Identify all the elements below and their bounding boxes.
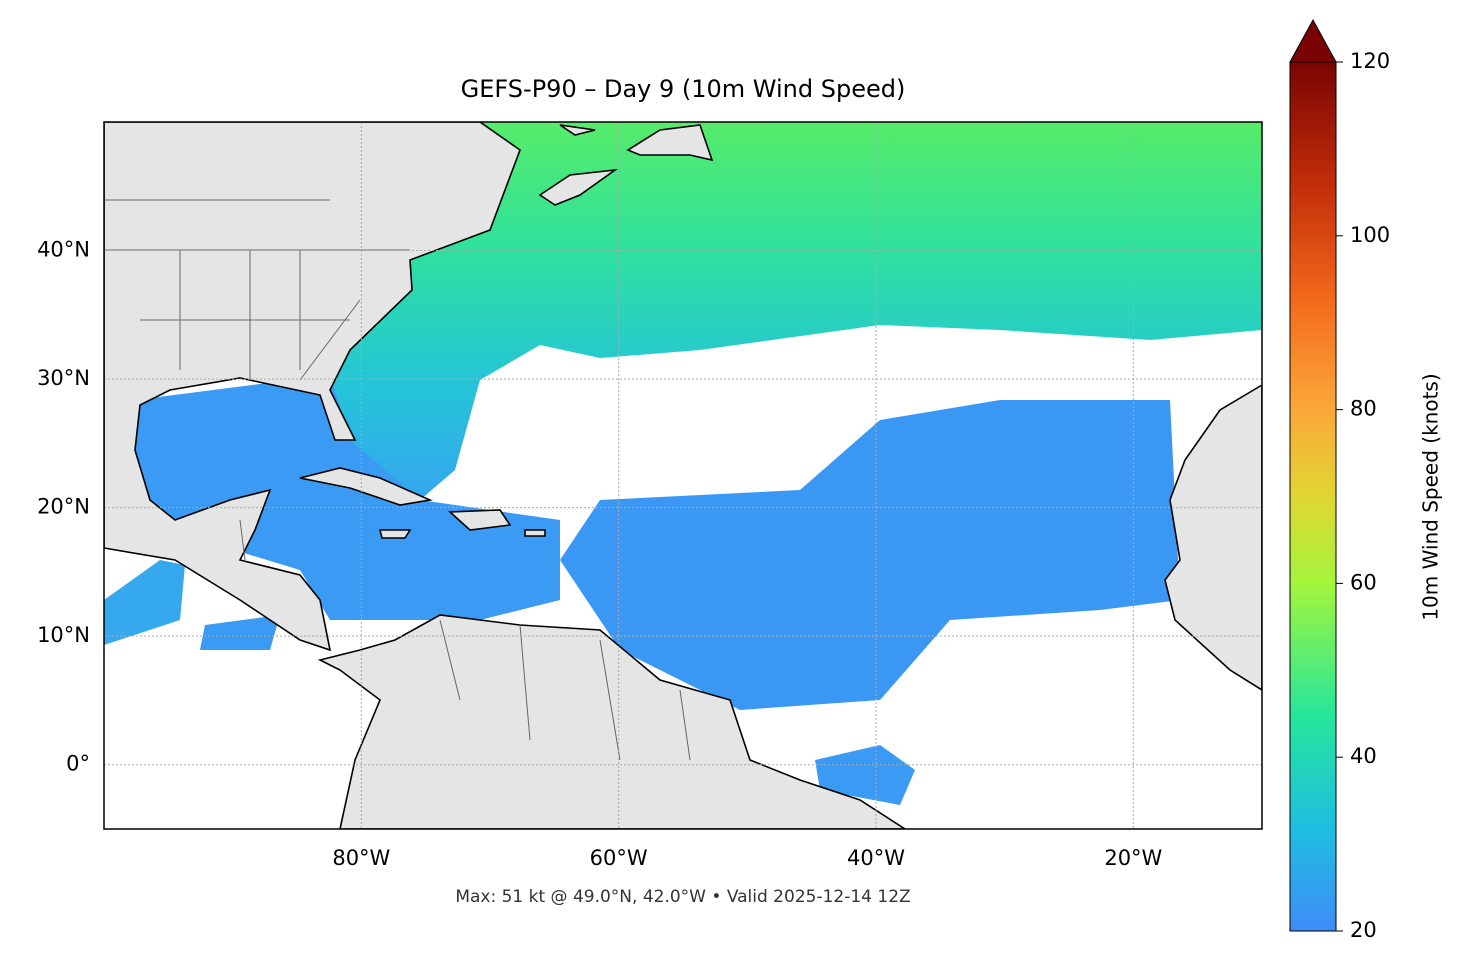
x-tick-label: 60°W bbox=[590, 846, 648, 870]
colorbar-extend bbox=[1289, 18, 1337, 63]
y-tick-label: 30°N bbox=[37, 366, 90, 390]
land bbox=[538, 124, 714, 206]
map-title: GEFS-P90 – Day 9 (10m Wind Speed) bbox=[461, 75, 906, 103]
x-tick-label: 80°W bbox=[332, 846, 390, 870]
colorbar-label: 10m Wind Speed (knots) bbox=[1419, 373, 1443, 620]
wind-field bbox=[330, 122, 1262, 500]
y-tick-label: 40°N bbox=[37, 238, 90, 262]
x-tick-label: 40°W bbox=[847, 846, 905, 870]
wind-field bbox=[200, 615, 280, 650]
map-area bbox=[104, 122, 1262, 829]
colorbar-tick-label: 100 bbox=[1350, 223, 1390, 247]
colorbar bbox=[1289, 61, 1337, 932]
land bbox=[317, 614, 907, 829]
wind-field bbox=[560, 400, 1180, 710]
map-frame bbox=[103, 121, 1263, 830]
land bbox=[378, 509, 546, 539]
colorbar-tick-label: 60 bbox=[1350, 570, 1377, 594]
colorbar-tick-label: 120 bbox=[1350, 49, 1390, 73]
colorbar-tick-label: 20 bbox=[1350, 918, 1377, 942]
y-tick-label: 0° bbox=[66, 752, 90, 776]
map-note: Max: 51 kt @ 49.0°N, 42.0°W • Valid 2025… bbox=[455, 887, 910, 907]
border bbox=[104, 199, 691, 761]
wind-field bbox=[104, 560, 185, 645]
colorbar-tick-label: 80 bbox=[1350, 397, 1377, 421]
wind-field bbox=[135, 375, 560, 620]
colorbar-tick-label: 40 bbox=[1350, 744, 1377, 768]
land bbox=[104, 122, 521, 652]
y-tick-label: 10°N bbox=[37, 623, 90, 647]
x-tick-label: 20°W bbox=[1104, 846, 1162, 870]
land bbox=[1164, 384, 1262, 691]
wind-field bbox=[815, 745, 915, 805]
y-tick-label: 20°N bbox=[37, 495, 90, 519]
land bbox=[299, 467, 433, 506]
